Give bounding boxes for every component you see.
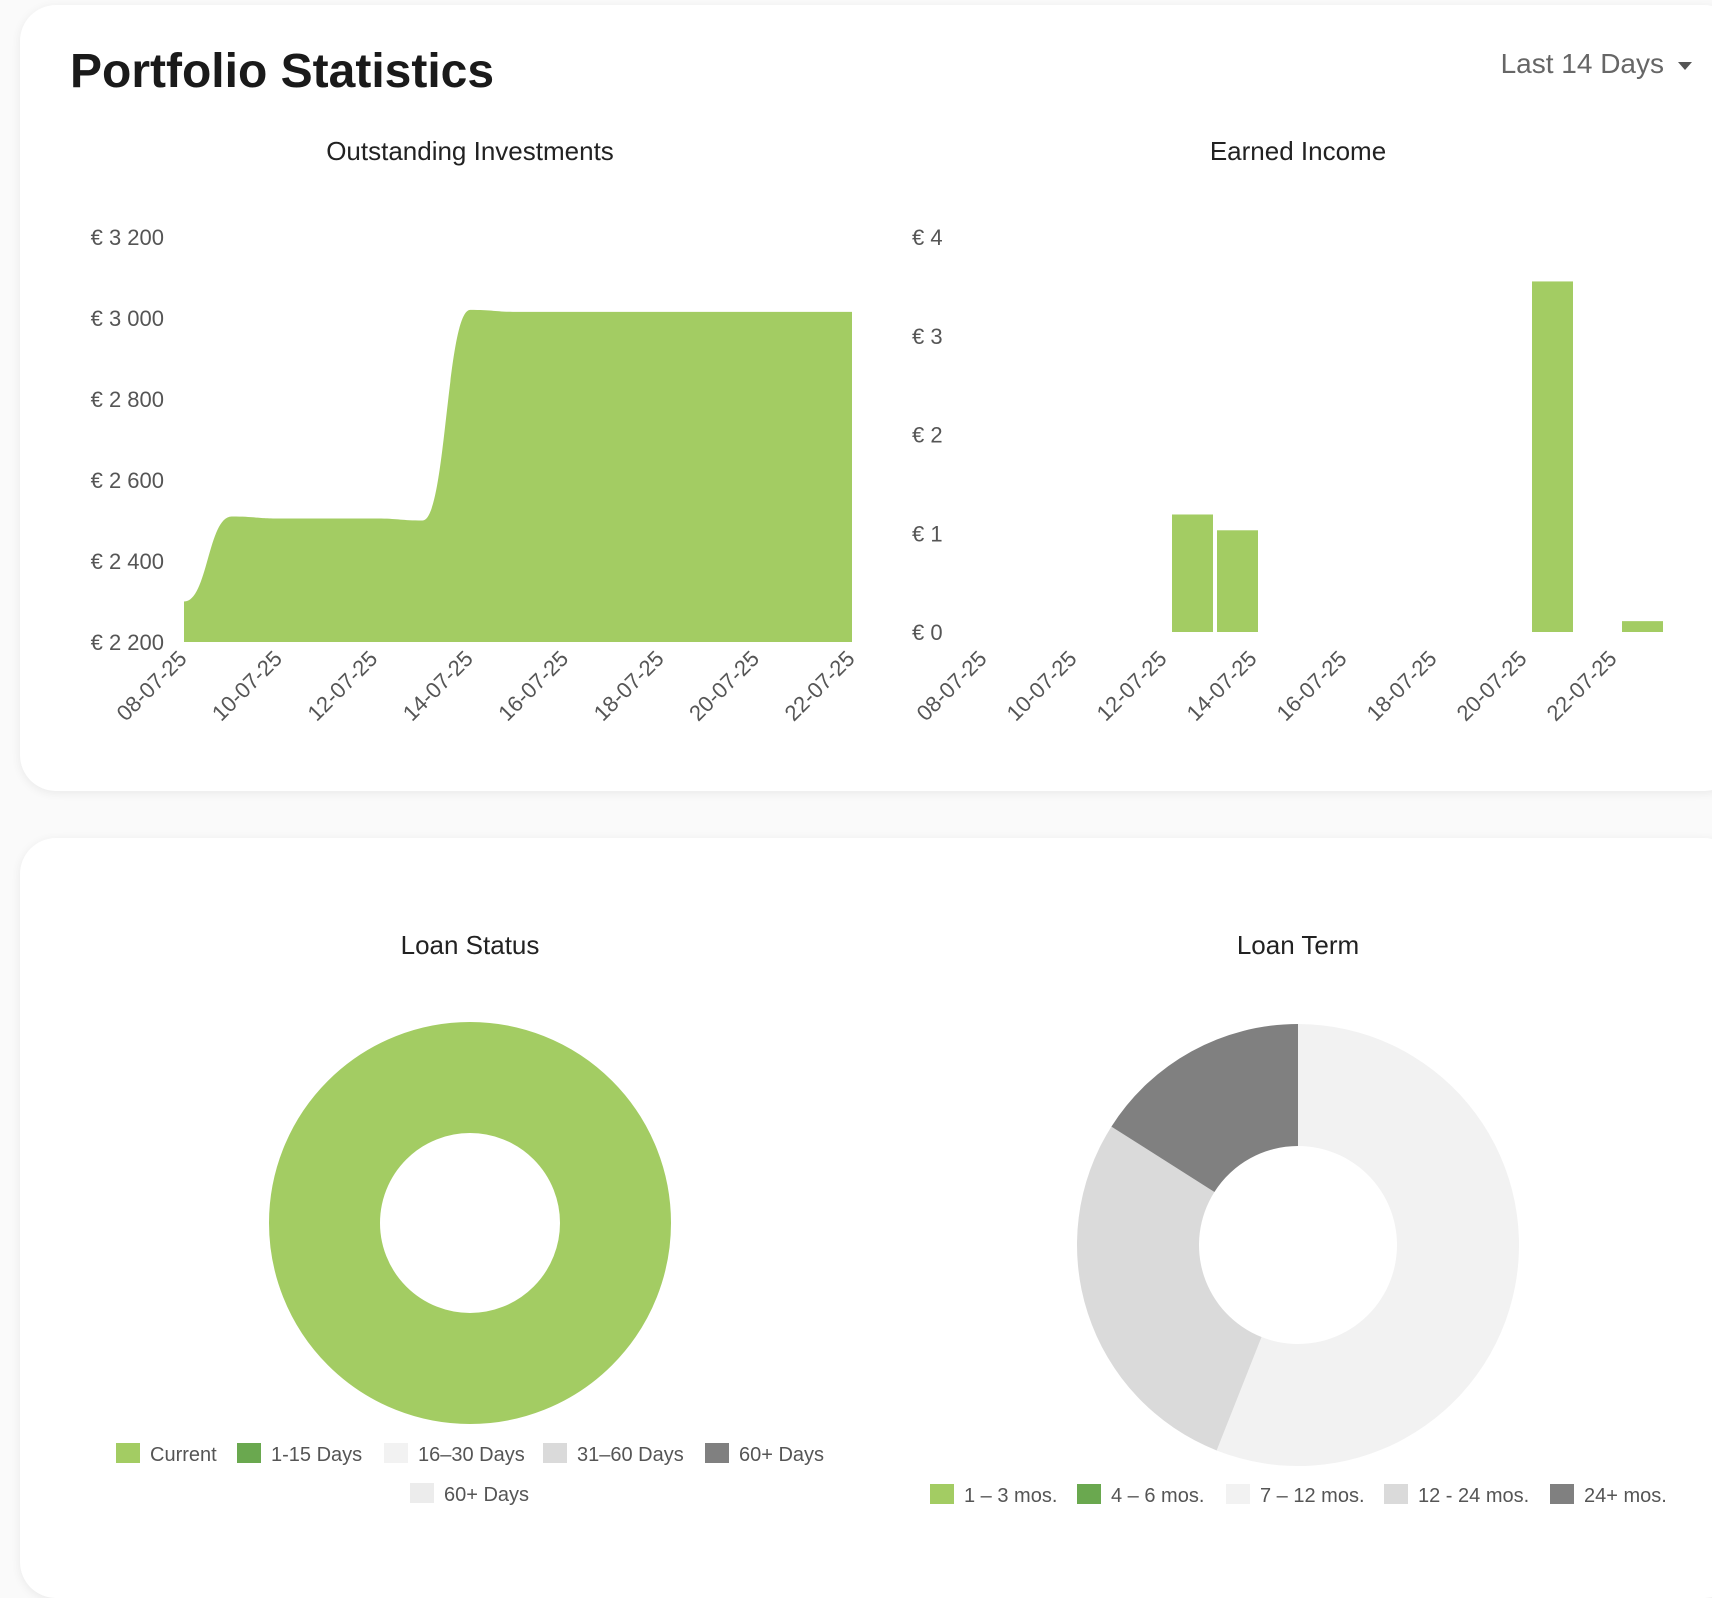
legend-label: 24+ mos. xyxy=(1584,1485,1667,1507)
legend-swatch xyxy=(1550,1484,1574,1504)
legend-label: 4 – 6 mos. xyxy=(1111,1485,1204,1507)
y-tick-label: € 2 xyxy=(912,423,943,448)
y-tick-label: € 3 xyxy=(912,324,943,349)
legend-swatch xyxy=(705,1443,729,1463)
donut-slice xyxy=(1216,1024,1520,1467)
x-tick-label: 22-07-25 xyxy=(780,646,860,726)
x-tick-label: 08-07-25 xyxy=(112,646,192,726)
donut-slice xyxy=(269,1022,671,1424)
legend-swatch xyxy=(410,1483,434,1503)
legend-label: 16–30 Days xyxy=(418,1444,525,1466)
legend-swatch xyxy=(237,1443,261,1463)
x-tick-label: 22-07-25 xyxy=(1542,646,1622,726)
income-bar xyxy=(1217,530,1258,632)
legend-swatch xyxy=(930,1484,954,1504)
y-tick-label: € 0 xyxy=(912,620,943,645)
x-tick-label: 18-07-25 xyxy=(589,646,669,726)
legend-label: 1-15 Days xyxy=(271,1444,362,1466)
x-tick-label: 20-07-25 xyxy=(684,646,764,726)
range-select[interactable]: Last 14 Days xyxy=(1501,48,1692,80)
chart-title: Outstanding Investments xyxy=(326,136,614,166)
x-tick-label: 12-07-25 xyxy=(1092,646,1172,726)
income-bar xyxy=(1622,621,1663,632)
donut-slice xyxy=(1077,1126,1262,1451)
legend-swatch xyxy=(1226,1484,1250,1504)
legend-label: 60+ Days xyxy=(739,1444,824,1466)
page-title: Portfolio Statistics xyxy=(70,45,495,98)
legend-swatch xyxy=(116,1443,140,1463)
y-tick-label: € 2 400 xyxy=(91,549,164,574)
legend-label: Current xyxy=(150,1444,217,1466)
x-tick-label: 14-07-25 xyxy=(398,646,478,726)
legend-swatch xyxy=(384,1443,408,1463)
outstanding-investments-chart: Outstanding Investments € 3 200 € 3 000 € 2… xyxy=(91,136,860,726)
income-bar xyxy=(1532,281,1573,632)
y-tick-label: € 3 000 xyxy=(91,306,164,331)
legend-swatch xyxy=(543,1443,567,1463)
donut-slice xyxy=(1111,1024,1298,1192)
legend-label: 31–60 Days xyxy=(577,1444,684,1466)
x-tick-label: 16-07-25 xyxy=(1272,646,1352,726)
y-tick-label: € 2 200 xyxy=(91,630,164,655)
x-tick-label: 18-07-25 xyxy=(1362,646,1442,726)
earned-income-chart: Earned Income € 4 € 3 € 2 € 1 € 008-07-25 10-0… xyxy=(912,136,1663,726)
legend-label: 60+ Days xyxy=(444,1484,529,1506)
x-tick-label: 14-07-25 xyxy=(1182,646,1262,726)
chevron-down-icon xyxy=(1678,61,1692,70)
loan-status-chart: Loan Status Current 1-15 Days 16–30 Days 31–… xyxy=(116,930,824,1506)
x-tick-label: 10-07-25 xyxy=(1002,646,1082,726)
y-tick-label: € 3 200 xyxy=(91,225,164,250)
chart-title: Loan Status xyxy=(401,930,540,960)
x-tick-label: 08-07-25 xyxy=(912,646,992,726)
range-select-label: Last 14 Days xyxy=(1500,48,1664,79)
x-tick-label: 10-07-25 xyxy=(207,646,287,726)
legend-label: 1 – 3 mos. xyxy=(964,1485,1057,1507)
legend-label: 7 – 12 mos. xyxy=(1260,1485,1365,1507)
chart-title: Loan Term xyxy=(1237,930,1359,960)
y-tick-label: € 4 xyxy=(912,225,943,250)
income-bar xyxy=(1172,514,1213,632)
x-tick-label: 16-07-25 xyxy=(493,646,573,726)
y-tick-label: € 2 600 xyxy=(91,468,164,493)
x-tick-label: 20-07-25 xyxy=(1452,646,1532,726)
legend-swatch xyxy=(1077,1484,1101,1504)
outstanding-investments-area xyxy=(184,309,852,642)
legend-swatch xyxy=(1384,1484,1408,1504)
legend-label: 12 - 24 mos. xyxy=(1418,1485,1529,1507)
y-tick-label: € 2 800 xyxy=(91,387,164,412)
chart-title: Earned Income xyxy=(1210,136,1386,166)
charts-canvas: Outstanding Investments € 3 200 € 3 000 € 2… xyxy=(91,136,1667,1507)
y-tick-label: € 1 xyxy=(912,521,943,546)
portfolio-statistics-card xyxy=(20,5,1712,791)
x-tick-label: 12-07-25 xyxy=(302,646,382,726)
loan-term-chart: Loan Term 1 – 3 mos. 4 – 6 mos. 7 – 12 mos.… xyxy=(930,930,1667,1507)
